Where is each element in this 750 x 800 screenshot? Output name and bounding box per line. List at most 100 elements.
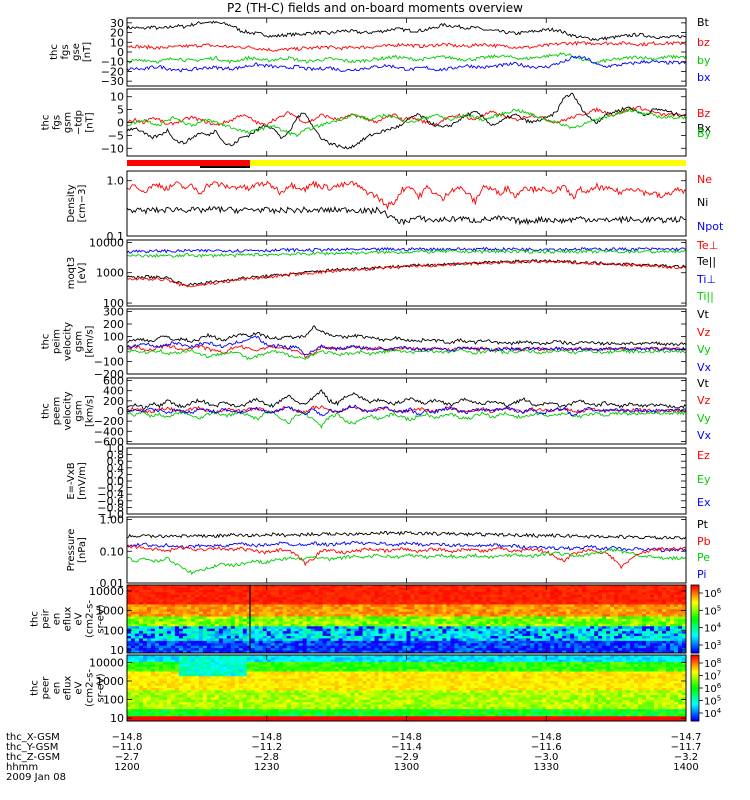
y-tick-label: −30 — [101, 75, 124, 88]
y-tick-label: 0.10 — [100, 545, 125, 558]
colorbar-label: 105 — [704, 695, 721, 708]
series-temperature-0 — [126, 246, 687, 254]
colorbar-peir: 106 105 104 103 — [690, 584, 722, 654]
series-pressure-2 — [126, 544, 687, 570]
legend-entry: Vt — [697, 377, 710, 390]
y-axis-label-line: peir — [41, 608, 52, 628]
y-tick-label: 0.0 — [107, 475, 125, 488]
heatmap-peir — [127, 585, 687, 654]
y-axis-label-line: sr-eV) — [96, 673, 107, 702]
figure-title: P2 (TH-C) fields and on-board moments ov… — [227, 1, 523, 15]
series-pressure-0 — [126, 530, 687, 540]
x-axis-value: −2.7 — [115, 752, 139, 763]
y-axis-label-pressure: Pressure [nPa] — [66, 529, 88, 572]
y-axis-label-line: en — [52, 682, 63, 695]
y-axis-label-line: thc — [41, 334, 52, 350]
legend-entry: Vy — [697, 412, 711, 425]
x-axis-value: −14.8 — [391, 732, 422, 743]
legend-peem_velocity: Vt Vz Vy Vx — [697, 377, 712, 442]
panel-frame — [126, 239, 687, 307]
legend-entry: Pi — [697, 568, 706, 581]
y-axis-label-line: gsm — [63, 112, 74, 133]
y-axis-label-density: Density [cm−3] — [66, 184, 88, 222]
series-fgs_gsm_tdp-1 — [126, 92, 687, 150]
y-tick-label: −100 — [94, 356, 124, 369]
y-axis-label-line: peim — [52, 329, 63, 354]
y-tick-label: −5 — [108, 129, 124, 142]
y-axis-label-fgs_gse: thc fgs gse [nT] — [49, 42, 93, 62]
legend-entry: Bt — [697, 16, 710, 29]
y-tick-label: 20 — [110, 27, 124, 40]
y-tick-label: 0.2 — [107, 468, 125, 481]
y-axis-label-line: [nT] — [82, 42, 93, 62]
y-axis-label-peim_velocity: thc peim velocity gsm [km/s] — [41, 322, 96, 361]
y-axis-label-line: peer — [41, 676, 52, 700]
y-axis-label-line: fgs — [52, 115, 63, 130]
y-axis-label-line: thc — [41, 115, 52, 131]
x-axis-value: −14.8 — [531, 732, 562, 743]
y-axis-label-line: thc — [41, 403, 52, 419]
y-tick-label: 1.0 — [107, 442, 125, 455]
legend-entry: Ti|| — [696, 290, 714, 303]
series-fgs_gse-0 — [126, 20, 687, 41]
y-tick-label: 10 — [110, 36, 124, 49]
colorbar-label: 106 — [704, 682, 722, 695]
legend-entry: Vy — [697, 343, 711, 356]
x-axis-row-label: hhmm — [6, 762, 38, 773]
y-tick-label: 200 — [103, 318, 124, 331]
legend-entry: Npot — [697, 220, 724, 233]
x-axis-row-label: thc_Z-GSM — [6, 752, 60, 763]
y-axis-label-line: peem — [52, 397, 63, 425]
legend-entry: Vz — [697, 326, 711, 339]
legend-peim_velocity: Vt Vz Vy Vx — [697, 308, 712, 374]
series-temperature-2 — [126, 258, 687, 287]
y-tick-label: 10000 — [89, 236, 124, 249]
y-axis-label-peer: thc peer en eflux eV (cm2-s-sr-eV) — [30, 669, 107, 707]
y-tick-label: −1.0 — [97, 508, 124, 521]
y-tick-label: 400 — [103, 385, 124, 398]
y-axis-label-e_vxb: E=-VxB [mV/m] — [66, 462, 88, 500]
y-axis-label-line: E=-VxB — [66, 462, 77, 499]
y-tick-label: 300 — [103, 306, 124, 319]
x-axis-value: −3.2 — [674, 752, 698, 763]
panel-e_vxb: 1.00.80.60.40.20.0−0.2−0.4−0.6−0.8−1.0 E=… — [66, 442, 711, 521]
x-axis-row-label: thc_Y-GSM — [6, 742, 58, 753]
y-axis-label-line: [km/s] — [85, 395, 96, 427]
y-tick-label: 1.0 — [107, 175, 125, 188]
y-tick-label: 10 — [110, 644, 124, 657]
y-axis-label-line: (cm2-s- — [85, 600, 96, 638]
y-axis-label-line: velocity — [63, 391, 74, 430]
series-density-1 — [126, 205, 687, 226]
y-axis-label-line: gsm — [74, 400, 85, 421]
x-axis-value: 1330 — [534, 762, 559, 773]
y-tick-label: 10000 — [89, 585, 124, 598]
y-axis-label-peem_velocity: thc peem velocity gsm [km/s] — [41, 391, 96, 430]
legend-entry: Pb — [697, 535, 711, 548]
x-axis-value: 1230 — [254, 762, 279, 773]
y-tick-label: −20 — [101, 65, 124, 78]
y-tick-label: 600 — [103, 375, 124, 388]
panel-density: 1.0 0.1 Density [cm−3] Ne Ni Npot — [66, 170, 724, 243]
y-axis-label-line: velocity — [63, 322, 74, 361]
x-axis-value: −11.2 — [251, 742, 282, 753]
y-tick-label: 1000 — [96, 675, 124, 688]
series-fgs_gsm_tdp-0 — [126, 105, 687, 127]
legend-entry: by — [697, 54, 711, 67]
y-tick-label: 100 — [103, 624, 124, 637]
y-axis-label-line: [km/s] — [85, 325, 96, 357]
y-tick-label: −0.4 — [97, 488, 124, 501]
legend-entry: Bz — [697, 107, 711, 120]
y-axis-label-line: eflux — [63, 676, 74, 701]
y-axis-label-line: en — [52, 613, 63, 626]
y-axis-label-line: [nPa] — [77, 537, 88, 563]
legend-entry: Ex — [697, 496, 711, 509]
y-axis-label-peir: thc peir en eflux eV (cm2-s-sr-eV) — [30, 600, 107, 638]
series-temperature-1 — [126, 248, 687, 259]
y-axis-label-line: [cm−3] — [77, 185, 88, 223]
series-peim_velocity-2 — [126, 347, 686, 361]
